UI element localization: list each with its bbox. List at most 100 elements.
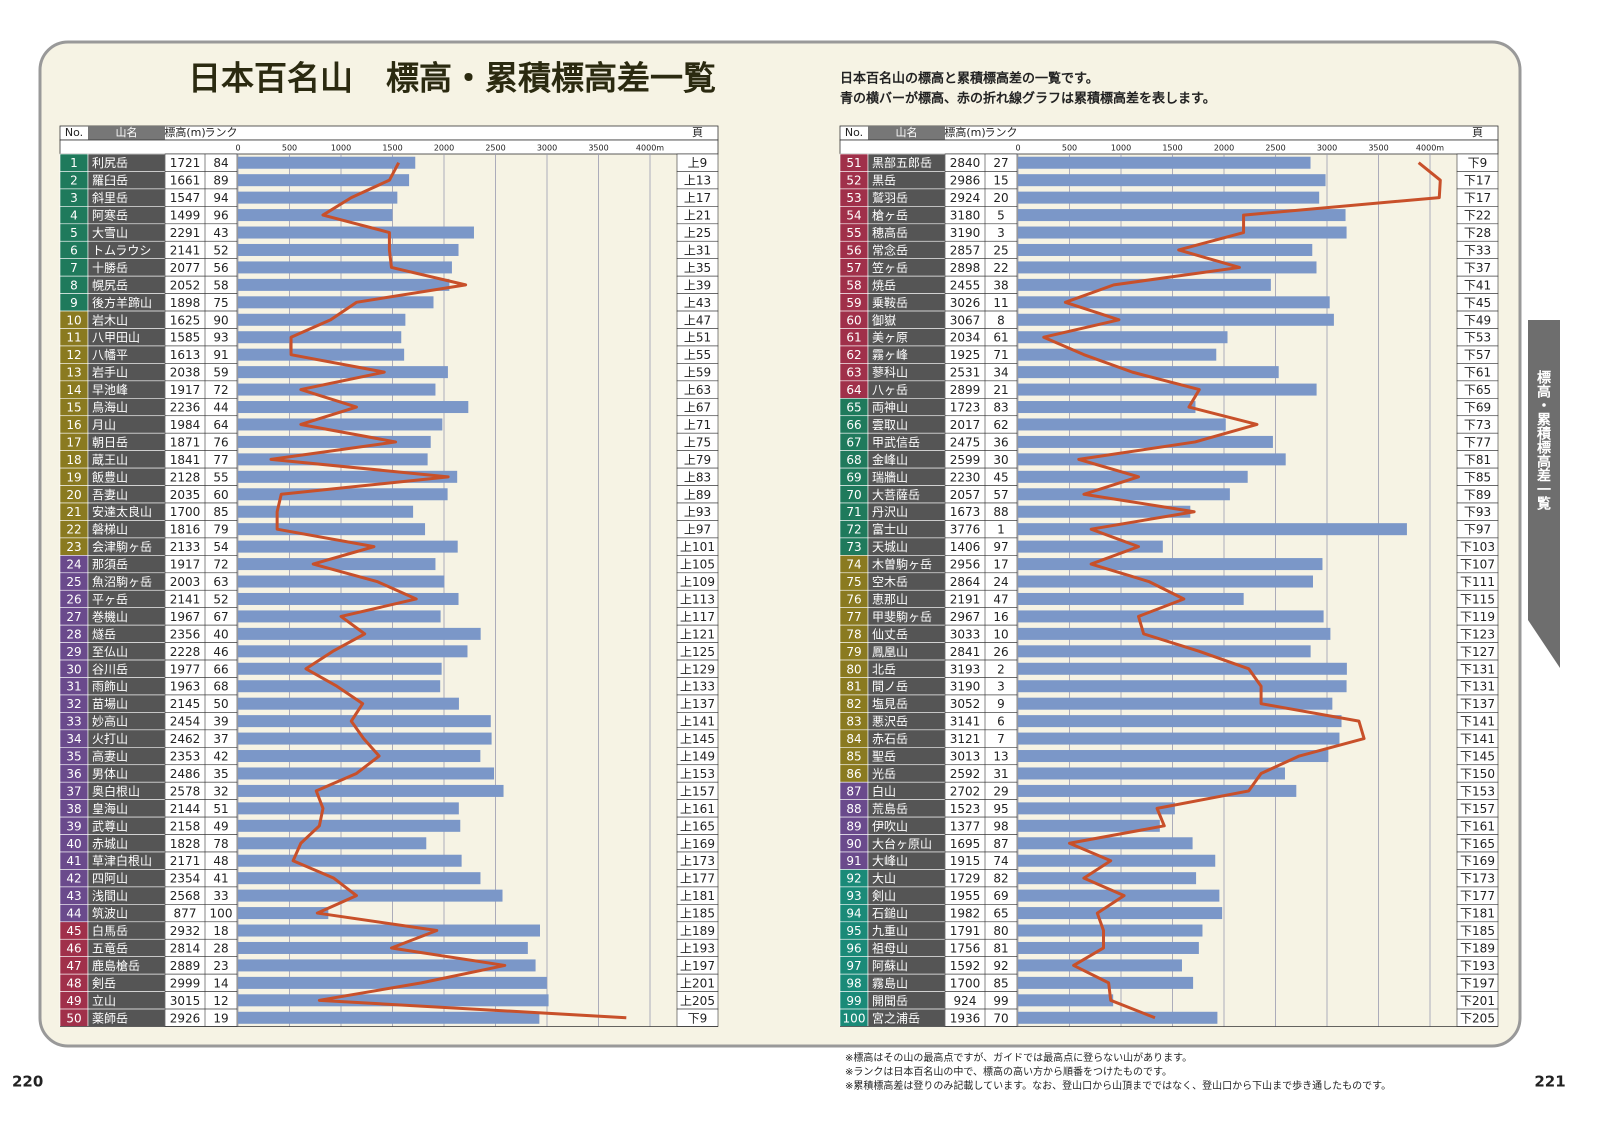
elevation: 2455 — [950, 278, 981, 292]
mountain-name: 鳳凰山 — [872, 645, 908, 659]
page-ref: 下89 — [1464, 488, 1491, 502]
page-ref: 上161 — [680, 802, 715, 816]
row-no: 64 — [846, 383, 861, 397]
page-ref: 下137 — [1460, 697, 1495, 711]
mountain-name: 甲武信岳 — [872, 435, 920, 449]
elevation: 2462 — [170, 732, 201, 746]
row-no: 93 — [846, 889, 861, 903]
row-no: 45 — [66, 924, 81, 938]
elevation: 1963 — [170, 680, 201, 694]
elevation-bar — [238, 243, 459, 256]
elevation: 2230 — [950, 470, 981, 484]
mountain-name: 雲取山 — [872, 418, 908, 432]
elevation-bar — [1018, 505, 1191, 518]
elevation-bar — [238, 383, 436, 396]
elevation-bar — [1018, 1011, 1218, 1024]
mountain-name: 大台ヶ原山 — [872, 836, 932, 851]
elevation-bar — [1018, 296, 1330, 309]
mountain-name: 瑞牆山 — [872, 469, 908, 484]
page-ref: 下33 — [1464, 243, 1491, 257]
elevation: 2291 — [170, 226, 201, 240]
rank: 41 — [213, 872, 228, 886]
elevation-bar — [238, 750, 481, 763]
row-no: 100 — [843, 1011, 866, 1025]
page-ref: 下141 — [1460, 732, 1495, 746]
elevation-bar — [238, 278, 450, 291]
row-no: 1 — [70, 156, 78, 170]
rank: 51 — [213, 802, 228, 816]
mountain-name: 剣山 — [872, 889, 896, 903]
page-ref: 上125 — [680, 645, 715, 659]
elevation-bar — [1018, 523, 1407, 536]
elevation: 2035 — [170, 488, 201, 502]
elevation: 2599 — [950, 453, 981, 467]
elevation-bar — [1018, 767, 1285, 780]
row-no: 99 — [846, 994, 861, 1008]
x-tick-label: 4000m — [1416, 144, 1444, 153]
rank: 75 — [213, 296, 228, 310]
elevation-bar — [1018, 453, 1286, 466]
row-no: 87 — [846, 784, 861, 798]
elevation: 1955 — [950, 889, 981, 903]
row-no: 42 — [66, 872, 81, 886]
row-no: 2 — [70, 174, 78, 188]
elevation-bar — [238, 889, 503, 902]
rank: 92 — [993, 959, 1008, 973]
elevation: 1523 — [950, 802, 981, 816]
elevation-bar — [1018, 313, 1334, 326]
page-ref: 下41 — [1464, 278, 1491, 292]
row-no: 4 — [70, 209, 78, 223]
elevation: 2999 — [170, 976, 201, 990]
mountain-name: 白山 — [872, 783, 896, 798]
elevation-bar — [1018, 174, 1326, 187]
elevation: 2003 — [170, 575, 201, 589]
mountain-name: 草津白根山 — [92, 853, 152, 868]
elevation-bar — [238, 453, 428, 466]
page-ref: 上13 — [684, 174, 711, 188]
mountain-name: 蔵王山 — [92, 453, 128, 467]
elevation-bar — [238, 802, 459, 815]
column-header: ランク — [205, 126, 238, 139]
elevation-bar — [1018, 732, 1340, 745]
elevation-bar — [238, 226, 474, 239]
page-ref: 上149 — [680, 750, 715, 764]
rank: 99 — [993, 994, 1008, 1008]
mountain-name: 剣岳 — [92, 976, 116, 990]
row-no: 73 — [846, 540, 861, 554]
x-tick-label: 500 — [282, 144, 297, 153]
row-no: 58 — [846, 278, 861, 292]
elevation: 2956 — [950, 558, 981, 572]
row-no: 71 — [846, 505, 861, 519]
row-no: 15 — [66, 401, 81, 415]
rank: 18 — [213, 924, 228, 938]
page-ref: 上201 — [680, 976, 715, 990]
row-no: 13 — [66, 366, 81, 380]
page-ref: 下150 — [1460, 767, 1495, 781]
elevation-bar — [1018, 575, 1313, 588]
row-no: 55 — [846, 226, 861, 240]
elevation-bar — [1018, 383, 1317, 396]
elevation: 1499 — [170, 209, 201, 223]
rank: 26 — [993, 645, 1008, 659]
rank: 84 — [213, 156, 228, 170]
rank: 55 — [213, 470, 228, 484]
elevation: 3013 — [950, 750, 981, 764]
mountain-name: 悪沢岳 — [872, 715, 908, 729]
elevation: 2228 — [170, 645, 201, 659]
elevation-bar — [1018, 331, 1228, 344]
mountain-name: 妙高山 — [92, 714, 128, 729]
rank: 95 — [993, 802, 1008, 816]
elevation-bar — [238, 819, 461, 832]
row-no: 77 — [846, 610, 861, 624]
row-no: 78 — [846, 627, 861, 641]
rank: 57 — [993, 488, 1008, 502]
rank: 50 — [213, 697, 228, 711]
elevation-bar — [238, 872, 481, 885]
page-ref: 上197 — [680, 959, 715, 973]
mountain-name: 八幡平 — [92, 347, 128, 362]
row-no: 31 — [66, 680, 81, 694]
rank: 98 — [993, 819, 1008, 833]
page-ref: 上17 — [684, 191, 711, 205]
rank: 39 — [213, 715, 228, 729]
elevation: 2144 — [170, 802, 201, 816]
